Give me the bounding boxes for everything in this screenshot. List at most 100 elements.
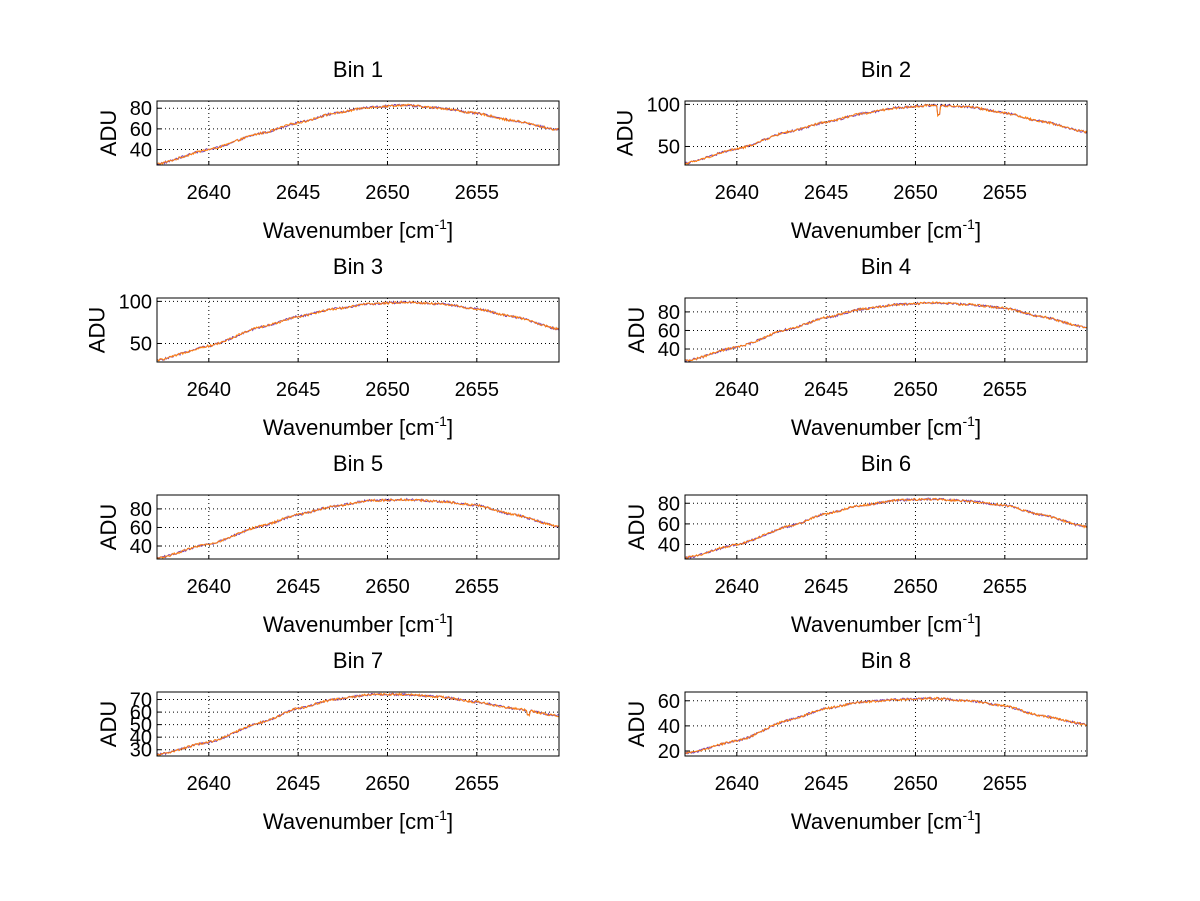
bin-8-xlabel: Wavenumber [cm-1] xyxy=(791,807,981,834)
bin-7-xtick-label-0: 2640 xyxy=(187,773,232,795)
bin-4-xtick-label-2: 2650 xyxy=(893,379,938,401)
bin-4-title: Bin 4 xyxy=(861,254,911,279)
bin-2-xtick-label-1: 2645 xyxy=(804,182,849,204)
bin-4-ytick-label-0: 40 xyxy=(658,339,680,361)
bin-5-xlabel: Wavenumber [cm-1] xyxy=(263,610,453,637)
bin-3-ylabel: ADU xyxy=(85,307,110,353)
bin-6-ytick-label-0: 40 xyxy=(658,535,680,557)
bin-2-axes-frame xyxy=(684,100,1088,166)
bin-6-xlabel: Wavenumber [cm-1] xyxy=(791,610,981,637)
bin-4-xlabel-end: ] xyxy=(975,415,981,440)
bin-8-axes-frame xyxy=(684,691,1088,757)
bin-7-xlabel: Wavenumber [cm-1] xyxy=(263,807,453,834)
bin-2-title: Bin 2 xyxy=(861,57,911,82)
bin-7-axes-frame xyxy=(156,691,560,757)
bin-6-xlabel-superscript: -1 xyxy=(963,610,976,626)
bin-7-ytick-label-1: 40 xyxy=(130,727,152,749)
bin-7-ytick-label-4: 70 xyxy=(130,690,152,712)
bin-6-axes-frame xyxy=(684,494,1088,560)
bin-4-xlabel-text: Wavenumber [cm xyxy=(791,415,963,440)
bin-6-xtick-label-3: 2655 xyxy=(983,576,1028,598)
bin-8-xlabel-superscript: -1 xyxy=(963,807,976,823)
bin-1-ytick-label-0: 40 xyxy=(130,140,152,162)
bin-4-ytick-label-2: 80 xyxy=(658,302,680,324)
bin-2-xlabel-end: ] xyxy=(975,218,981,243)
bin-4-xlabel-superscript: -1 xyxy=(963,413,976,429)
bin-7-xtick-label-2: 2650 xyxy=(365,773,410,795)
bin-6-xtick-label-0: 2640 xyxy=(715,576,760,598)
bin-7-series-spectrum xyxy=(156,692,560,757)
bin-6-plot-area xyxy=(685,495,1087,559)
bin-4-xtick-label-1: 2645 xyxy=(804,379,849,401)
bin-7-title: Bin 7 xyxy=(333,648,383,673)
bin-2-xtick-label-3: 2655 xyxy=(983,182,1028,204)
bin-3-xtick-label-1: 2645 xyxy=(276,379,321,401)
bin-1-xlabel-superscript: -1 xyxy=(435,216,448,232)
bin-1-series-spectrum xyxy=(156,103,560,165)
bin-3-ytick-label-0: 50 xyxy=(130,333,152,355)
bin-1-plot-area xyxy=(157,101,559,165)
bin-6-series-spectrum xyxy=(684,497,1088,560)
bin-3-xlabel-text: Wavenumber [cm xyxy=(263,415,435,440)
bin-1-xtick-label-2: 2650 xyxy=(365,182,410,204)
bin-6-xtick-label-1: 2645 xyxy=(804,576,849,598)
bin-2-xlabel-text: Wavenumber [cm xyxy=(791,218,963,243)
bin-3-xtick-label-3: 2655 xyxy=(455,379,500,401)
bin-5-ytick-label-1: 60 xyxy=(130,517,152,539)
bin-8-ytick-label-0: 20 xyxy=(658,741,680,763)
bin-8-xlabel-end: ] xyxy=(975,809,981,834)
bin-4-series-spectrum xyxy=(684,301,1088,362)
bin-1-title: Bin 1 xyxy=(333,57,383,82)
bin-4-ylabel: ADU xyxy=(624,307,649,353)
bin-7-xlabel-superscript: -1 xyxy=(435,807,448,823)
bin-8-xtick-label-2: 2650 xyxy=(893,773,938,795)
bin-2-plot-area xyxy=(685,101,1087,165)
bin-1-xlabel: Wavenumber [cm-1] xyxy=(263,216,453,243)
bin-5-ylabel: ADU xyxy=(96,504,121,550)
bin-1-xlabel-text: Wavenumber [cm xyxy=(263,218,435,243)
bin-7-ytick-label-3: 60 xyxy=(130,702,152,724)
bin-7-plot-area xyxy=(157,692,559,756)
bin-3-xlabel-end: ] xyxy=(447,415,453,440)
bin-3-series-spectrum xyxy=(156,300,560,362)
bin-7-xlabel-end: ] xyxy=(447,809,453,834)
bin-7-xtick-label-1: 2645 xyxy=(276,773,321,795)
bin-5-xlabel-end: ] xyxy=(447,612,453,637)
bin-2-xlabel: Wavenumber [cm-1] xyxy=(791,216,981,243)
bin-1-xtick-label-3: 2655 xyxy=(455,182,500,204)
bin-8-series-spectrum xyxy=(684,696,1088,755)
bin-3-axes-frame xyxy=(156,297,560,363)
bin-5-xtick-label-0: 2640 xyxy=(187,576,232,598)
bin-3-plot-area xyxy=(157,298,559,362)
bin-6-ylabel: ADU xyxy=(624,504,649,550)
bin-2-xtick-label-2: 2650 xyxy=(893,182,938,204)
bin-1-ylabel: ADU xyxy=(96,110,121,156)
bin-8-title: Bin 8 xyxy=(861,648,911,673)
bin-7-ylabel: ADU xyxy=(96,701,121,747)
bin-7-xtick-label-3: 2655 xyxy=(455,773,500,795)
bin-6-ytick-label-2: 80 xyxy=(658,493,680,515)
bin-8-ylabel: ADU xyxy=(624,701,649,747)
bin-5-xtick-label-1: 2645 xyxy=(276,576,321,598)
bin-6-xtick-label-2: 2650 xyxy=(893,576,938,598)
bin-3-xtick-label-2: 2650 xyxy=(365,379,410,401)
bin-4-ytick-label-1: 60 xyxy=(658,320,680,342)
bin-5-title: Bin 5 xyxy=(333,451,383,476)
bin-8-xlabel-text: Wavenumber [cm xyxy=(791,809,963,834)
bin-5-ytick-label-2: 80 xyxy=(130,499,152,521)
bin-6-xlabel-text: Wavenumber [cm xyxy=(791,612,963,637)
bin-5-xlabel-text: Wavenumber [cm xyxy=(263,612,435,637)
bin-1-ytick-label-2: 80 xyxy=(130,98,152,120)
bin-3-xlabel: Wavenumber [cm-1] xyxy=(263,413,453,440)
bin-3-xtick-label-0: 2640 xyxy=(187,379,232,401)
bin-5-series-spectrum xyxy=(156,497,560,559)
bin-4-xlabel: Wavenumber [cm-1] xyxy=(791,413,981,440)
bin-8-ytick-label-1: 40 xyxy=(658,716,680,738)
bin-7-xlabel-text: Wavenumber [cm xyxy=(263,809,435,834)
bin-8-plot-area xyxy=(685,692,1087,756)
